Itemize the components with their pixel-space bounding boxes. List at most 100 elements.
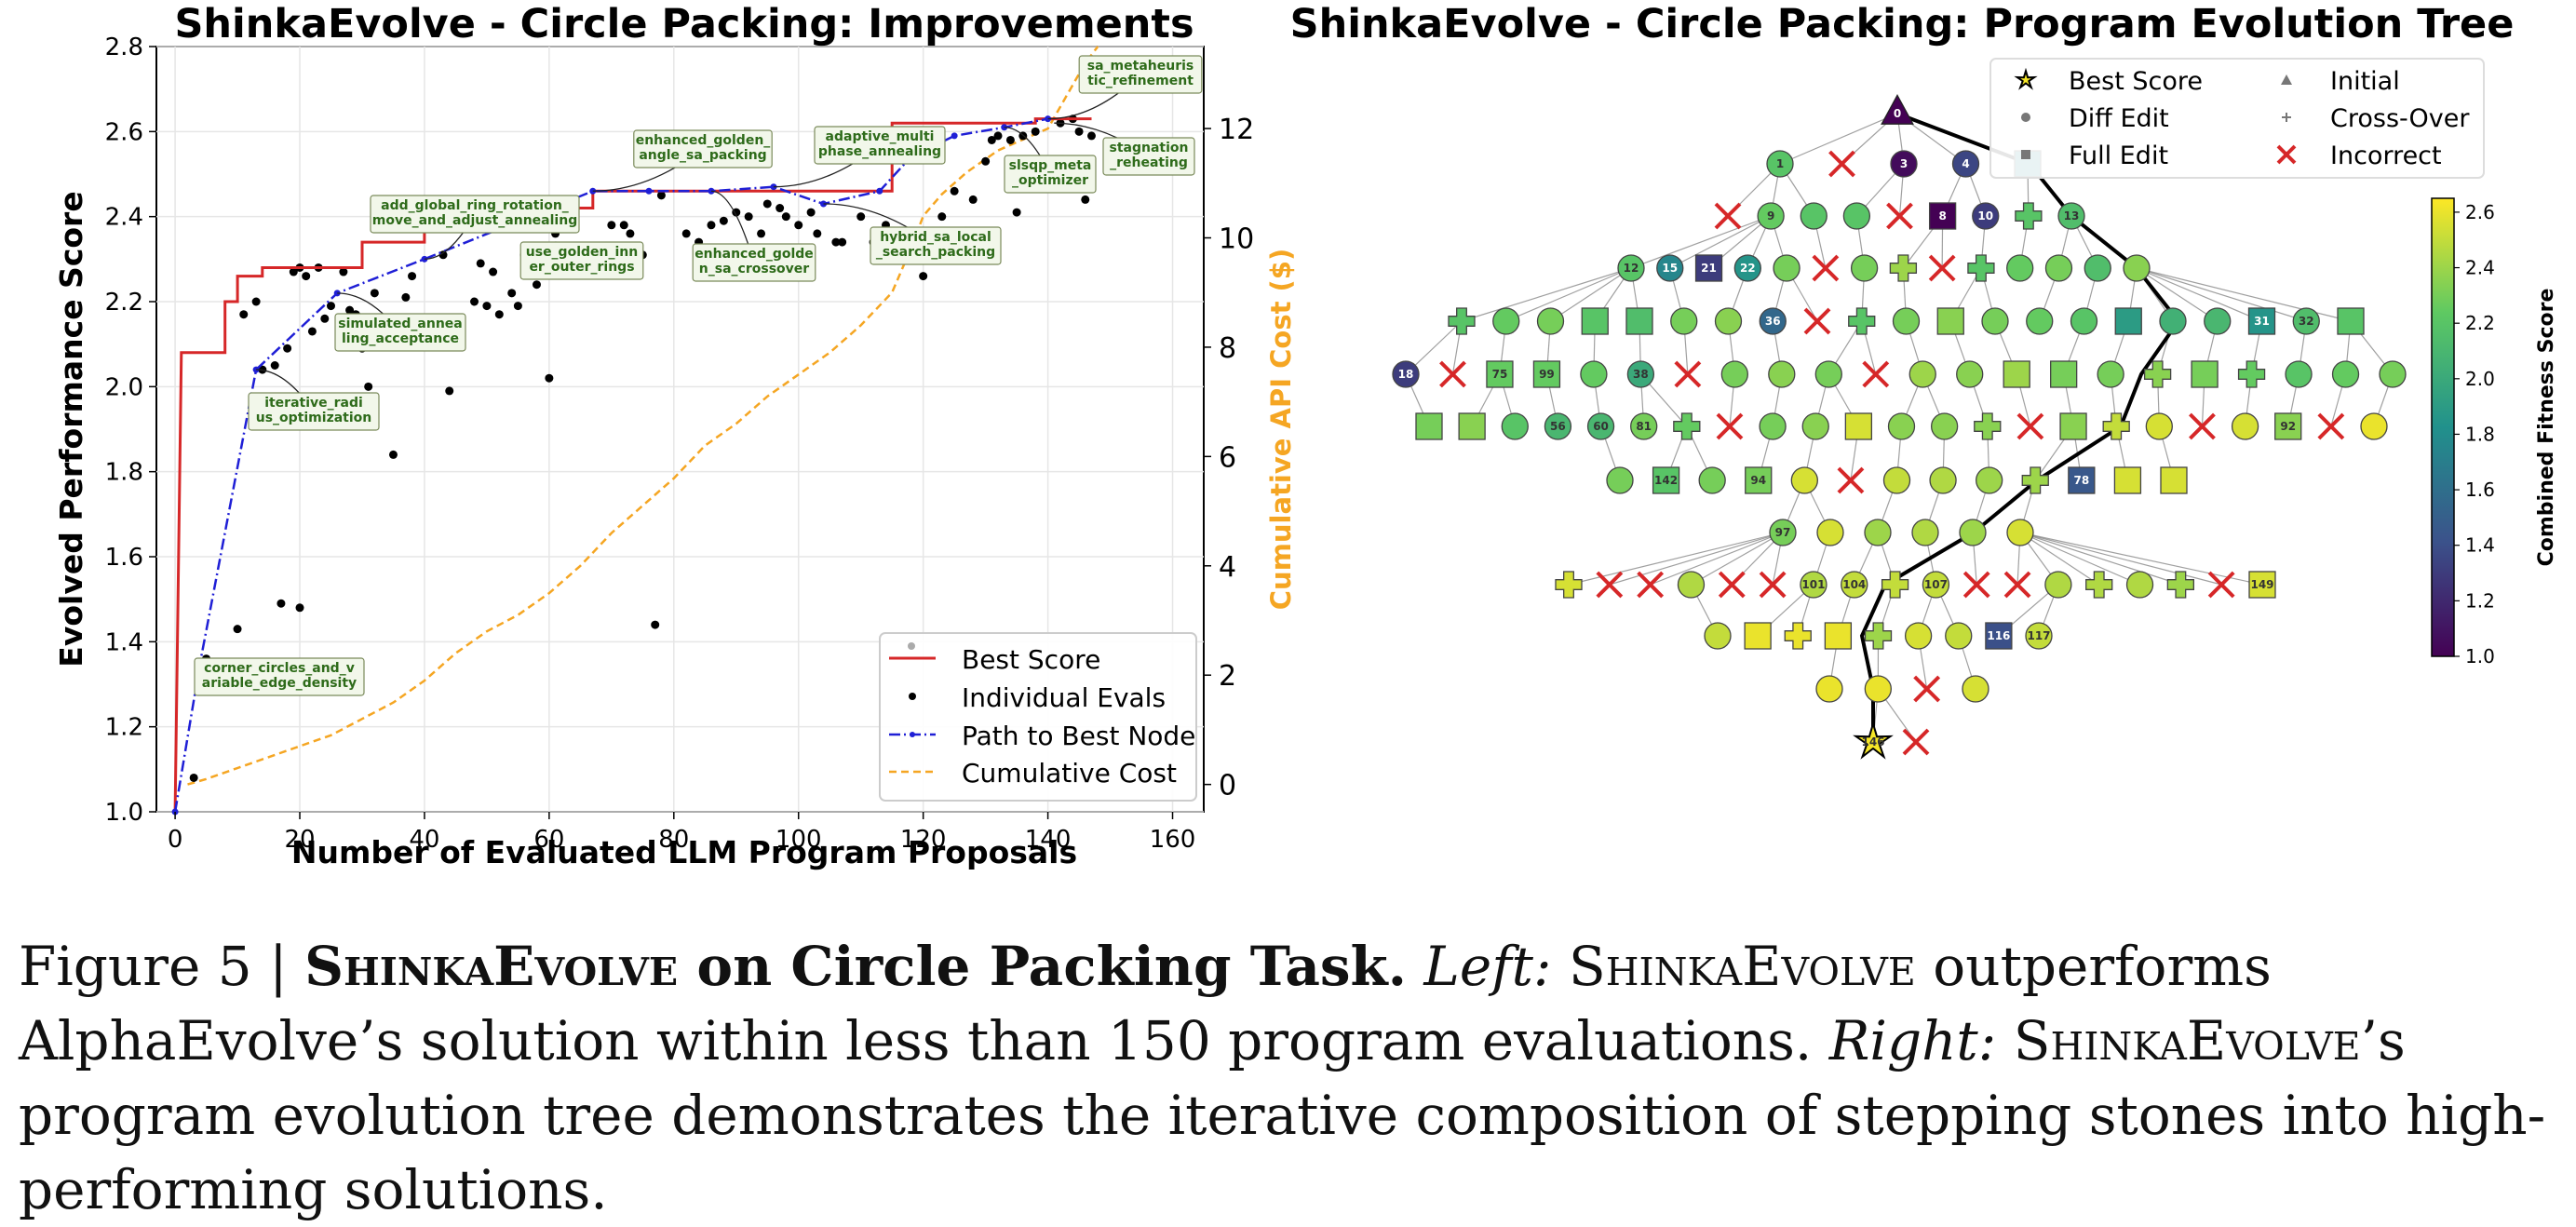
eval-point [234,625,242,633]
eval-point [1006,136,1015,144]
diff-edit-node [1699,467,1725,493]
full-edit-node [2115,308,2141,334]
eval-point [937,212,946,221]
diff-edit-node [1982,308,2008,334]
legend-path-to-best: Path to Best Node [962,721,1195,751]
eval-point [981,157,990,166]
eval-point [190,774,198,782]
eval-point [720,217,728,225]
node-label: 21 [1701,262,1717,275]
eval-point [445,386,453,395]
diff-edit-node [1801,203,1827,229]
node-label: 13 [2064,209,2080,222]
y-tick-label: 1.4 [105,628,143,656]
annotation-text: _search_packing [876,245,995,260]
figure-caption: Figure 5 | ShinkaEvolve on Circle Packin… [19,929,2569,1227]
node-label: 149 [2250,578,2273,591]
eval-point [489,268,497,276]
node-label: 146 [1861,735,1884,748]
tree-edge [1506,268,1631,321]
diff-edit-node [1671,308,1697,334]
cross-over-node [2016,203,2042,229]
full-edit-node [2161,467,2187,493]
colorbar-tick-label: 1.8 [2465,423,2495,445]
node-label: 92 [2280,420,2296,433]
tree-legend-initial: Initial [2330,67,2400,96]
eval-point [514,302,522,310]
node-label: 101 [1801,578,1825,591]
diff-edit-node [1865,519,1891,546]
diff-edit-node [2007,519,2033,546]
colorbar-tick-label: 1.2 [2465,589,2495,612]
full-edit-node [2051,361,2077,387]
cross-over-node [1849,308,1875,334]
cross-over-node [1890,255,1916,281]
full-edit-node [2003,361,2030,387]
y-tick-label: 2.6 [105,118,143,146]
node-label: 99 [1539,368,1555,381]
y2-tick-label: 8 [1219,332,1236,365]
diff-edit-node [2007,255,2033,281]
diff-edit-node [1932,413,1958,439]
diff-edit-node [2027,308,2053,334]
eval-point [495,310,504,318]
diff-edit-node [2084,255,2111,281]
node-label: 94 [1750,474,1766,487]
x-tick-label: 0 [168,826,183,854]
eval-point [813,229,821,237]
tree-legend-full-edit: Full Edit [2069,142,2168,170]
eval-point [951,187,959,196]
y2-tick-label: 0 [1219,770,1236,802]
diff-edit-node [1884,467,1910,493]
diff-edit-node [2232,413,2259,439]
diff-edit-node [2127,572,2153,598]
evolution-tree-chart: ShinkaEvolve - Circle Packing: Program E… [1290,1,2558,757]
node-label: 3 [1900,157,1908,170]
legend-square [2021,150,2030,159]
tree-edge [1691,533,1783,585]
full-edit-node [1416,413,1442,439]
diff-edit-node [1791,467,1817,493]
eval-point [745,212,753,221]
cross-over-node [2086,572,2112,598]
chart-legend: Best Score Individual Evals Path to Best… [880,633,1196,801]
colorbar-tick-label: 1.0 [2465,645,2495,667]
legend-marker [2021,150,2030,159]
legend-circle [2021,113,2030,122]
diff-edit-node [1607,467,1633,493]
node-label: 75 [1492,368,1508,381]
diff-edit-node [1976,467,2003,493]
full-edit-node [1626,308,1652,334]
eval-point [533,280,541,289]
annotation-text: iterative_radi [264,396,363,411]
full-edit-node [1825,623,1851,649]
diff-edit-node [2124,255,2150,281]
full-edit-node [2192,361,2218,387]
diff-edit-node [1946,623,1972,649]
diff-edit-node [2045,255,2071,281]
annotation-text: adaptive_multi [826,129,935,144]
eval-point [470,298,479,306]
full-edit-node [1937,308,1963,334]
eval-point [1087,131,1096,140]
cross-over-node [1975,413,2001,439]
cross-over-node [1674,413,1700,439]
node-label: 1 [1776,157,1784,170]
cross-over-node [2167,572,2193,598]
node-label: 97 [1775,526,1791,539]
full-edit-node [1459,413,1485,439]
cross-over-node [2239,361,2265,387]
diff-edit-node [1705,623,1731,649]
full-edit-node [2338,308,2364,334]
eval-point [239,310,248,318]
eval-point [408,272,416,280]
diff-edit-node [1769,361,1795,387]
colorbar-tick-label: 1.6 [2465,479,2495,501]
figure-canvas: corner_circles_and_variable_edge_density… [0,0,2576,922]
eval-point [807,209,816,217]
eval-point [794,221,802,229]
diff-edit-node [2071,308,2097,334]
colorbar-ticks: 1.01.21.41.61.82.02.22.42.6 [2454,201,2495,667]
diff-edit-node [2097,361,2124,387]
